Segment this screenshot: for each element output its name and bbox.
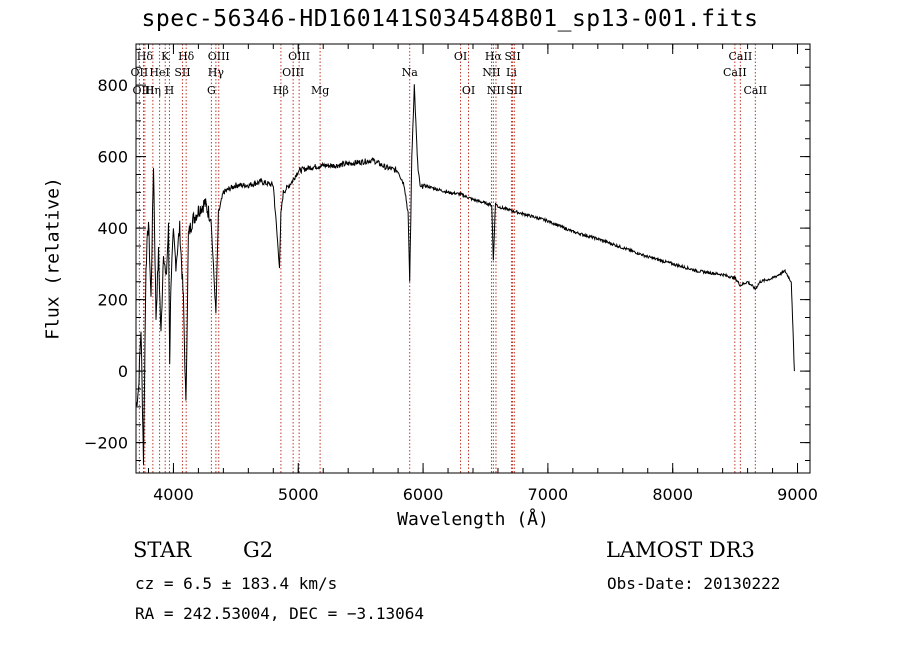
- spectral-line-label: Hδ: [178, 50, 195, 63]
- spectral-line-label: CaII: [743, 84, 767, 97]
- chart-title: spec-56346-HD160141S034548B01_sp13-001.f…: [141, 6, 759, 32]
- spectral-line-label: OIII: [208, 50, 230, 63]
- spectral-line-label: Na: [402, 66, 419, 79]
- spectral-line-label: NII: [482, 66, 500, 79]
- y-tick-label: 400: [97, 219, 128, 238]
- spectral-line-label: CaII: [723, 66, 747, 79]
- spectral-line-label: NII: [487, 84, 505, 97]
- spectral-line-label: Hγ: [208, 66, 225, 79]
- spectral-line-label: OIII: [288, 50, 310, 63]
- spectral-line-label: Hβ: [273, 84, 289, 97]
- y-tick-label: 0: [118, 362, 128, 381]
- x-tick-label: 9000: [777, 485, 818, 504]
- spectral-line-label: Li: [506, 66, 517, 79]
- spectral-line-label: SII: [506, 84, 522, 97]
- spectral-line-label: OI: [462, 84, 475, 97]
- x-tick-label: 5000: [278, 485, 319, 504]
- x-axis-label: Wavelength (Å): [397, 509, 549, 530]
- spectral-line-label: H: [165, 84, 175, 97]
- spectral-line-label: OII: [131, 66, 149, 79]
- spectral-line-label: K: [161, 50, 170, 63]
- spectral-line-label: Hη: [145, 84, 161, 97]
- observation-date: Obs-Date: 20130222: [607, 574, 781, 593]
- x-tick-label: 7000: [528, 485, 569, 504]
- spectral-line-label: SII: [174, 66, 190, 79]
- object-subclass: G2: [243, 538, 274, 562]
- spectral-line-label: OIII: [132, 84, 154, 97]
- object-class: STAR: [133, 538, 192, 562]
- plot-frame: [135, 43, 811, 474]
- spectral-line-label: HeI: [149, 66, 169, 79]
- spectral-line-label: OI: [454, 50, 467, 63]
- spectrum-line: [135, 84, 795, 465]
- coordinates-readout: RA = 242.53004, DEC = −3.13064: [135, 604, 424, 623]
- spectral-line-label: Hδ: [137, 50, 154, 63]
- spectral-line-label: CaII: [729, 50, 753, 63]
- spectral-line-label: G: [207, 84, 216, 97]
- y-axis-label: Flux (relative): [42, 177, 64, 340]
- y-tick-label: 600: [97, 148, 128, 167]
- spectral-line-label: Hα: [485, 50, 503, 63]
- spectral-line-label: Mg: [311, 84, 329, 97]
- x-tick-label: 8000: [652, 485, 693, 504]
- x-tick-label: 4000: [153, 485, 194, 504]
- y-tick-label: 800: [97, 76, 128, 95]
- spectral-line-label: SII: [504, 50, 520, 63]
- redshift-readout: cz = 6.5 ± 183.4 km/s: [135, 574, 338, 593]
- y-tick-label: −200: [84, 434, 128, 453]
- x-tick-label: 6000: [403, 485, 444, 504]
- survey-name: LAMOST DR3: [606, 538, 755, 562]
- y-tick-label: 200: [97, 291, 128, 310]
- spectral-line-label: OIII: [282, 66, 304, 79]
